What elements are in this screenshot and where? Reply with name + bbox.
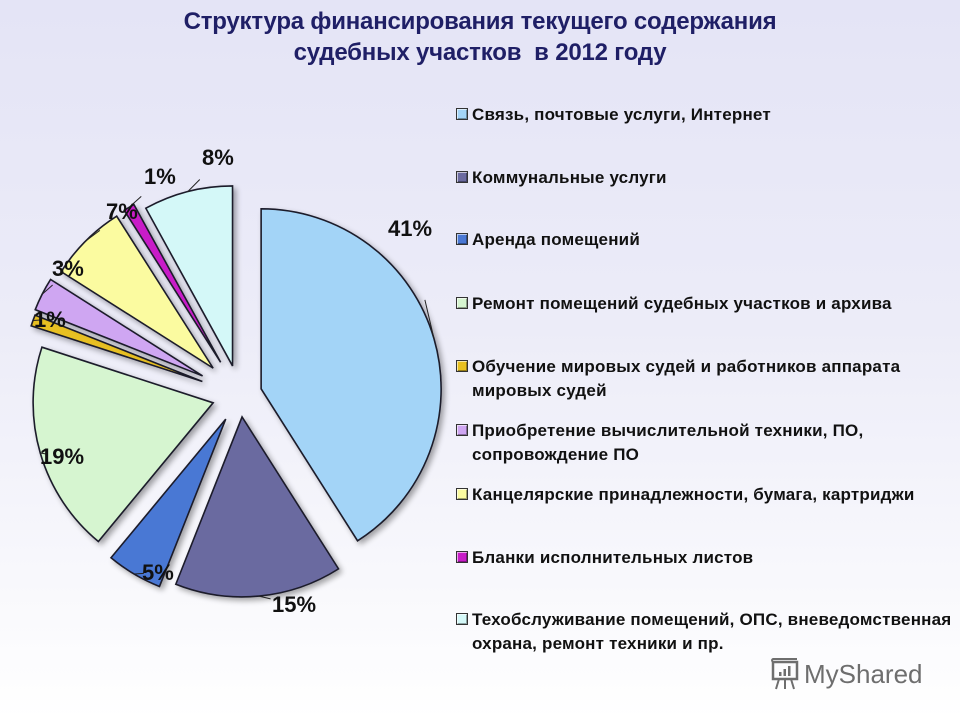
legend-swatch-icon <box>456 424 468 436</box>
slice-percent-label: 8% <box>202 145 234 170</box>
legend-swatch-icon <box>456 360 468 372</box>
leader-line <box>40 452 48 455</box>
leader-line <box>85 230 101 242</box>
leader-line <box>41 284 53 295</box>
legend-item: Канцелярские принадлежности, бумага, кар… <box>456 483 960 507</box>
chart-title: Структура финансирования текущего содерж… <box>0 6 960 68</box>
legend-label: Техобслуживание помещений, ОПС, вневедом… <box>472 610 952 653</box>
legend-item: Коммунальные услуги <box>456 166 960 190</box>
legend-label: Бланки исполнительных листов <box>472 548 754 567</box>
leader-line <box>32 319 41 321</box>
legend-swatch-icon <box>456 108 468 120</box>
legend-item: Техобслуживание помещений, ОПС, вневедом… <box>456 608 960 656</box>
slice-percent-label: 7% <box>106 199 138 224</box>
pie-slice <box>144 185 234 367</box>
legend-item: Приобретение вычислительной техники, ПО,… <box>456 419 960 467</box>
pie-slice <box>60 215 214 369</box>
pie-slices <box>30 185 442 598</box>
legend-label: Коммунальные услуги <box>472 168 667 187</box>
legend-item: Бланки исполнительных листов <box>456 546 960 570</box>
legend-swatch-icon <box>456 488 468 500</box>
legend-item: Ремонт помещений судебных участков и арх… <box>456 292 960 316</box>
pie-labels: 41%15%5%19%1%3%7%1%8% <box>34 145 432 617</box>
legend-swatch-icon <box>456 171 468 183</box>
slice-percent-label: 5% <box>142 560 174 585</box>
legend-label: Приобретение вычислительной техники, ПО,… <box>472 421 864 464</box>
slice-percent-label: 1% <box>34 307 66 332</box>
slice-percent-label: 3% <box>52 256 84 281</box>
legend-swatch-icon <box>456 297 468 309</box>
leader-line <box>128 196 142 208</box>
leader-line <box>187 179 201 192</box>
legend-swatch-icon <box>456 551 468 563</box>
legend-label: Ремонт помещений судебных участков и арх… <box>472 294 892 313</box>
legend-swatch-icon <box>456 613 468 625</box>
chart-title-line-2: судебных участков в 2012 году <box>293 39 667 66</box>
legend-label: Связь, почтовые услуги, Интернет <box>472 105 771 124</box>
slice-percent-label: 15% <box>272 592 316 617</box>
chart-title-line-1: Структура финансирования текущего содерж… <box>183 8 777 35</box>
legend-label: Обучение мировых судей и работников аппа… <box>472 357 901 400</box>
watermark-text: MyShared <box>804 658 923 689</box>
pie-leader-lines <box>32 179 435 600</box>
slice-percent-label: 19% <box>40 444 84 469</box>
slice-percent-label: 41% <box>388 216 432 241</box>
legend-item: Обучение мировых судей и работников аппа… <box>456 355 960 403</box>
legend-label: Аренда помещений <box>472 230 640 249</box>
pie-chart: 41%15%5%19%1%3%7%1%8% <box>30 145 442 617</box>
watermark: MyShared <box>770 658 923 690</box>
presentation-board-icon <box>771 658 799 690</box>
legend-item: Связь, почтовые услуги, Интернет <box>456 103 960 127</box>
pie-slice <box>34 278 204 377</box>
leader-line <box>258 595 271 600</box>
leader-line <box>134 572 144 575</box>
pie-slice <box>174 415 340 598</box>
legend-label: Канцелярские принадлежности, бумага, кар… <box>472 485 915 504</box>
slice-percent-label: 1% <box>144 164 176 189</box>
legend-item: Аренда помещений <box>456 228 960 252</box>
leader-line <box>424 299 435 339</box>
legend-swatch-icon <box>456 233 468 245</box>
